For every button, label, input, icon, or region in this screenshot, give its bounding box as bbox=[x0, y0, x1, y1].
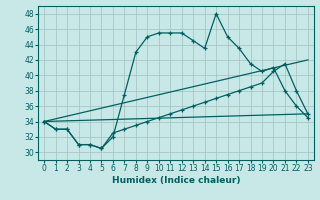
X-axis label: Humidex (Indice chaleur): Humidex (Indice chaleur) bbox=[112, 176, 240, 185]
